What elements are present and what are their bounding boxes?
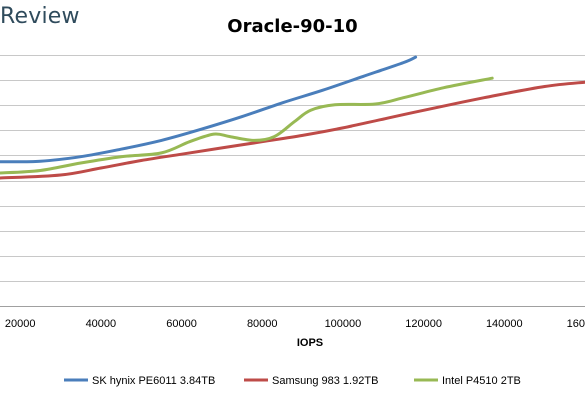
x-tick-label-140000: 140000 <box>486 318 523 330</box>
chart-title: Oracle-90-10 <box>227 16 358 37</box>
x-tick-label-100000: 100000 <box>325 318 362 330</box>
legend-label-sk-hynix: SK hynix PE6011 3.84TB <box>92 375 215 387</box>
series-line-intel <box>0 76 494 175</box>
x-tick-label-160000: 160000 <box>567 318 585 330</box>
x-tick-label-20000: 20000 <box>5 318 36 330</box>
brand-logo-text: Review <box>0 4 80 29</box>
x-tick-label-60000: 60000 <box>166 318 197 330</box>
legend: SK hynix PE6011 3.84TB Samsung 983 1.92TB… <box>64 375 521 387</box>
legend-label-intel: Intel P4510 2TB <box>442 375 521 387</box>
x-tick-label-80000: 80000 <box>247 318 278 330</box>
series-lines <box>0 55 585 180</box>
x-tick-labels: 20000 40000 60000 80000 100000 120000 140000 16… <box>5 318 585 330</box>
gridlines <box>0 55 585 307</box>
x-axis-label: IOPS <box>297 337 323 349</box>
series-line-samsung <box>0 80 585 180</box>
x-tick-label-40000: 40000 <box>86 318 117 330</box>
legend-label-samsung: Samsung 983 1.92TB <box>272 375 378 387</box>
series-line-sk-hynix <box>0 55 418 164</box>
x-tick-label-120000: 120000 <box>405 318 442 330</box>
